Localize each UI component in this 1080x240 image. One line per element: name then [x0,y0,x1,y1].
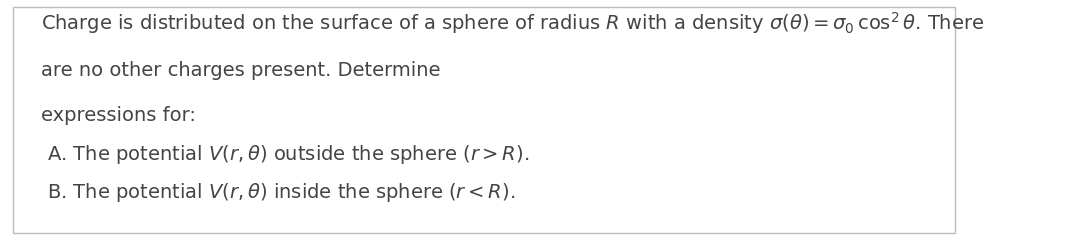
Text: are no other charges present. Determine: are no other charges present. Determine [41,60,441,80]
Text: A. The potential $V(r,\theta)$ outside the sphere ($r > R$).: A. The potential $V(r,\theta)$ outside t… [41,143,529,166]
Text: expressions for:: expressions for: [41,106,195,125]
Text: B. The potential $V(r,\theta)$ inside the sphere ($r < R$).: B. The potential $V(r,\theta)$ inside th… [41,181,515,204]
FancyBboxPatch shape [13,7,955,233]
Text: Charge is distributed on the surface of a sphere of radius $R$ with a density $\: Charge is distributed on the surface of … [41,10,984,36]
